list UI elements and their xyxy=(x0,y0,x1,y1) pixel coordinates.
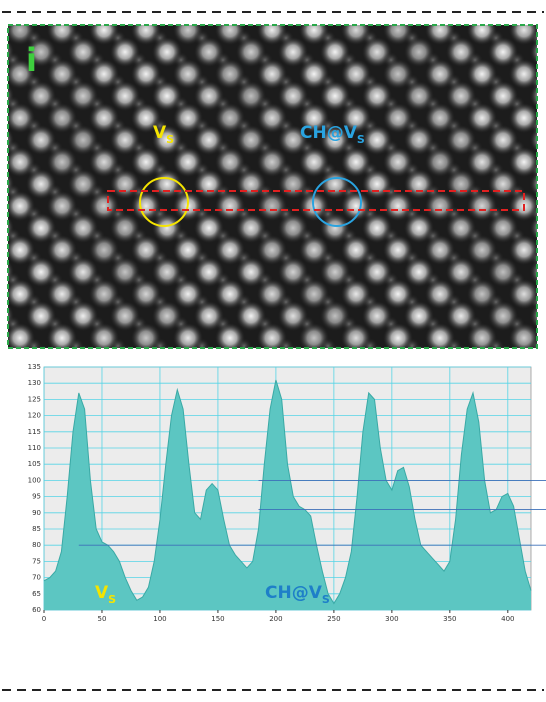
x-tick-label: 150 xyxy=(211,615,224,623)
figure: i VS CH@VS 60657075808590951001051101151… xyxy=(0,0,546,702)
x-tick-label: 250 xyxy=(327,615,340,623)
y-tick-label: 90 xyxy=(32,509,41,517)
annotation-text: CH@V xyxy=(265,583,323,603)
y-tick-label: 70 xyxy=(32,574,41,582)
x-tick-label: 350 xyxy=(443,615,456,623)
x-tick-label: 50 xyxy=(98,615,107,623)
annotation: CH@VS xyxy=(265,583,330,606)
y-tick-label: 95 xyxy=(32,493,41,501)
label-text: CH@V xyxy=(300,123,358,143)
x-tick-label: 200 xyxy=(269,615,282,623)
y-tick-label: 135 xyxy=(28,363,41,371)
annotation-subscript: S xyxy=(108,593,116,606)
x-tick-label: 300 xyxy=(385,615,398,623)
y-tick-label: 85 xyxy=(32,525,41,533)
annotation-text: V xyxy=(95,583,109,603)
label-subscript: S xyxy=(166,133,174,146)
y-tick-label: 60 xyxy=(32,606,41,614)
atom xyxy=(0,345,14,375)
y-tick-label: 110 xyxy=(28,444,41,452)
y-tick-label: 115 xyxy=(28,428,41,436)
y-tick-label: 125 xyxy=(28,395,41,403)
atom-minor xyxy=(5,360,21,376)
label-subscript: S xyxy=(357,133,365,146)
y-tick-label: 80 xyxy=(32,541,41,549)
image-label: CH@VS xyxy=(300,123,365,146)
y-tick-label: 120 xyxy=(28,412,41,420)
y-tick-label: 130 xyxy=(28,379,41,387)
y-tick-label: 65 xyxy=(32,590,41,598)
x-tick-label: 400 xyxy=(501,615,514,623)
stm-image xyxy=(0,15,546,376)
x-tick-label: 0 xyxy=(42,615,46,623)
atom xyxy=(530,345,546,375)
annotation-subscript: S xyxy=(322,593,330,606)
y-tick-label: 75 xyxy=(32,557,41,565)
panel-label: i xyxy=(26,41,37,79)
y-tick-label: 105 xyxy=(28,460,41,468)
label-text: V xyxy=(153,123,167,143)
profile-chart: 60 65 70 75 80 85 90 95 100 105 110 115 120 125 130 135… xyxy=(28,363,546,623)
x-tick-label: 100 xyxy=(153,615,166,623)
y-tick-label: 100 xyxy=(28,476,41,484)
